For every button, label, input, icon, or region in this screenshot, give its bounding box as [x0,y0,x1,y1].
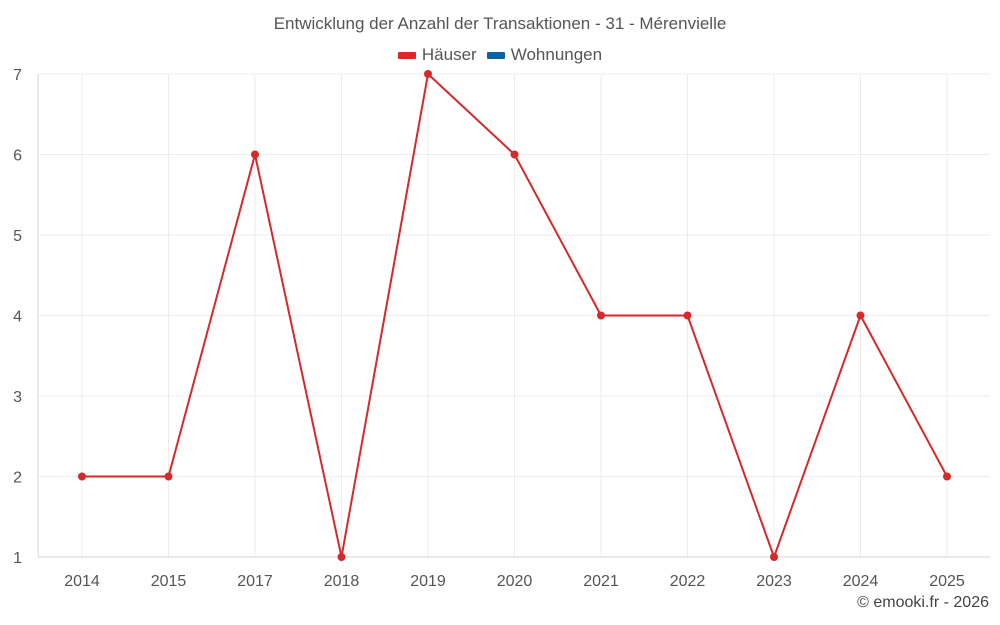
x-tick-label: 2015 [151,573,187,590]
y-tick-label: 6 [13,148,22,165]
legend-item-wohnungen[interactable]: Wohnungen [486,45,603,65]
chart-title: Entwicklung der Anzahl der Transaktionen… [273,14,727,33]
y-tick-label: 5 [13,228,22,245]
x-tick-label: 2017 [237,573,273,590]
legend-label-haeuser: Häuser [421,45,477,64]
x-tick-label: 2014 [64,573,100,590]
legend-swatch-wohnungen [486,51,505,59]
y-tick-label: 4 [13,309,22,326]
legend-item-haeuser[interactable]: Häuser [397,45,477,65]
x-tick-label: 2025 [929,573,965,590]
x-tick-label: 2020 [497,573,533,590]
x-tick-label: 2023 [756,573,792,590]
data-point[interactable] [424,70,432,78]
y-tick-label: 1 [13,550,22,567]
y-tick-label: 2 [13,470,22,487]
data-point[interactable] [856,311,865,320]
x-tick-label: 2018 [324,573,360,590]
data-point[interactable] [337,553,346,561]
legend: Häuser Wohnungen [0,45,1000,65]
data-point[interactable] [770,553,778,561]
y-tick-label: 3 [13,389,22,406]
x-tick-label: 2021 [583,573,619,590]
data-point[interactable] [251,150,259,159]
data-point[interactable] [164,472,173,481]
data-point[interactable] [597,311,605,320]
legend-swatch-haeuser [397,51,416,59]
y-tick-label: 7 [13,67,22,84]
data-point[interactable] [943,472,951,481]
data-point[interactable] [78,472,86,481]
data-point[interactable] [683,311,692,320]
x-tick-label: 2024 [843,573,879,590]
credit-text: © emooki.fr - 2026 [857,594,989,611]
legend-label-wohnungen: Wohnungen [510,45,603,64]
data-point[interactable] [510,150,519,159]
x-tick-label: 2022 [670,573,706,590]
x-tick-label: 2019 [410,573,446,590]
